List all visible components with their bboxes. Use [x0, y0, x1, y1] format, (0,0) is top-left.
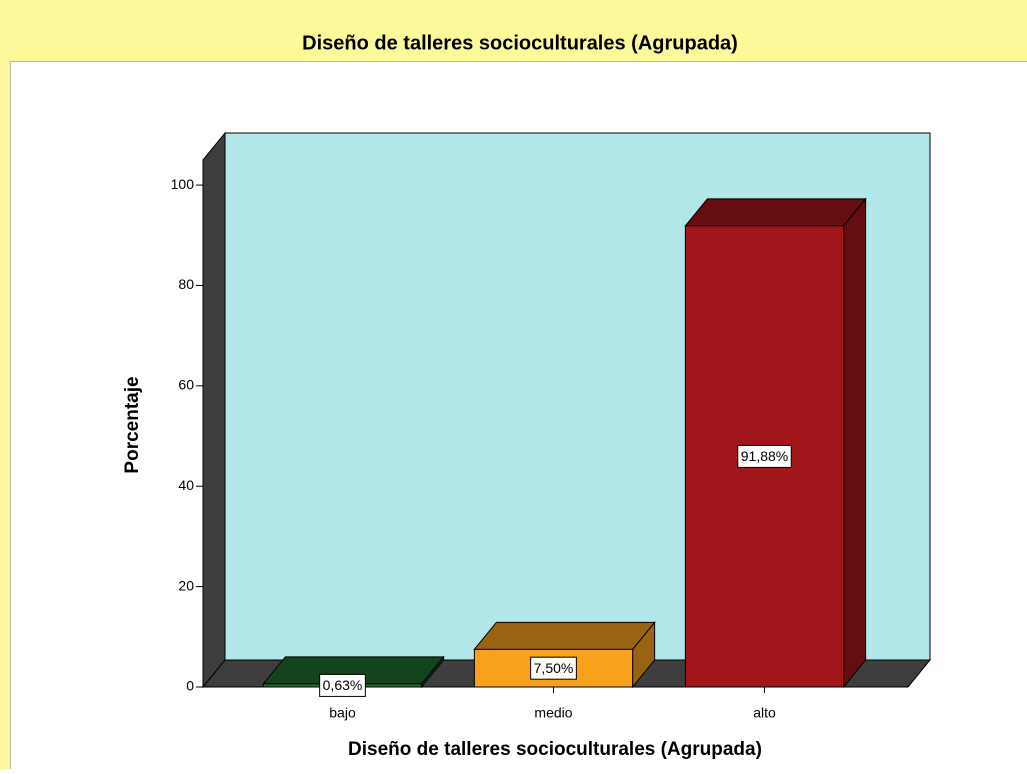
x-tick-label: medio — [534, 705, 572, 721]
x-tick-label: bajo — [329, 705, 356, 721]
x-axis-label: Diseño de talleres socioculturales (Agru… — [348, 739, 762, 760]
y-tick-label: 60 — [178, 377, 194, 393]
y-tick-label: 100 — [171, 176, 195, 192]
chart-title: Diseño de talleres socioculturales (Agru… — [302, 32, 738, 54]
x-tick-label: alto — [753, 705, 776, 721]
left-strip — [0, 62, 10, 769]
bar-side — [843, 197, 867, 689]
y-tick-label: 40 — [178, 477, 194, 493]
title-bar — [0, 0, 1027, 62]
y-tick-label: 80 — [178, 276, 194, 292]
side-wall — [202, 131, 226, 689]
value-label-box — [319, 673, 366, 697]
value-label: 91,88% — [741, 448, 788, 464]
bar-top — [473, 621, 656, 650]
y-tick-label: 0 — [186, 678, 194, 694]
y-tick-label: 20 — [178, 577, 194, 593]
y-axis-label: Porcentaje — [122, 376, 143, 473]
value-label-box — [530, 656, 577, 680]
value-label: 0,63% — [323, 677, 363, 693]
bar-top — [684, 198, 867, 227]
value-label: 7,50% — [534, 660, 574, 676]
value-label-box — [737, 444, 792, 468]
